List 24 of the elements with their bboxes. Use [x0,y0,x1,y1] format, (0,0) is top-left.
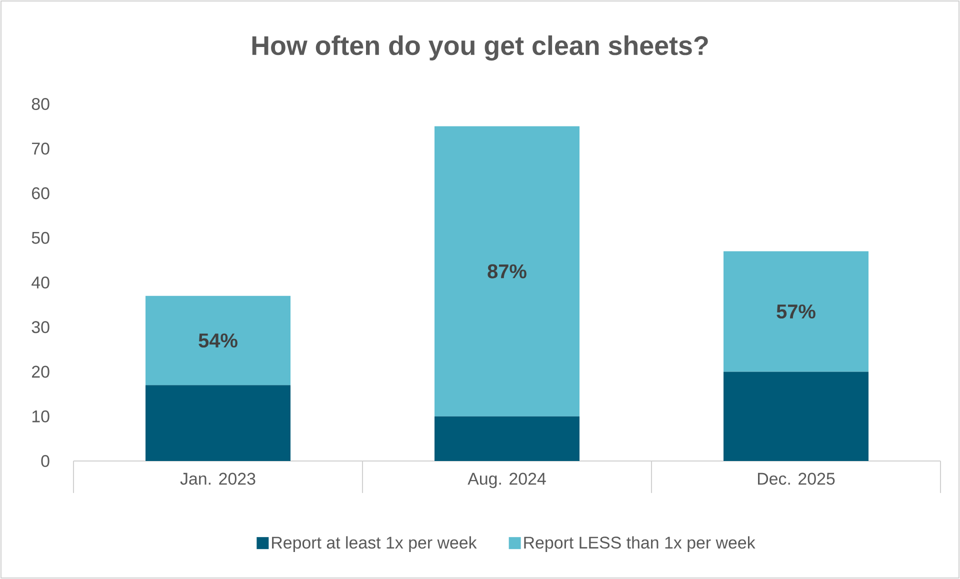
y-tick-label: 0 [41,454,50,467]
bar [146,296,291,386]
x-tick-label: Dec. 2025 [758,472,835,485]
x-tick-label: Aug. 2024 [468,472,546,488]
bar [434,416,580,461]
legend-label: Report LESS than 1x per week [524,536,756,552]
x-tick-label: Jan. 2023 [180,472,256,485]
y-tick-label: 60 [32,187,50,200]
bar [724,251,869,372]
bar [146,385,291,461]
annotation: 54% [198,333,238,348]
legend-label: Report at least 1x per week [272,536,477,552]
y-tick-label: 50 [32,232,50,244]
y-tick-label: 20 [32,366,50,378]
y-tick-label: 40 [32,276,50,288]
bar [434,126,580,416]
y-tick-label: 30 [32,321,50,334]
y-tick-label: 80 [32,98,50,110]
annotation: 87% [488,264,526,278]
bar [724,372,869,461]
y-tick-label: 10 [32,410,50,422]
annotation: 57% [776,304,816,319]
chart-title: How often do you get clean sheets? [252,35,708,61]
y-tick-label: 70 [32,142,50,155]
